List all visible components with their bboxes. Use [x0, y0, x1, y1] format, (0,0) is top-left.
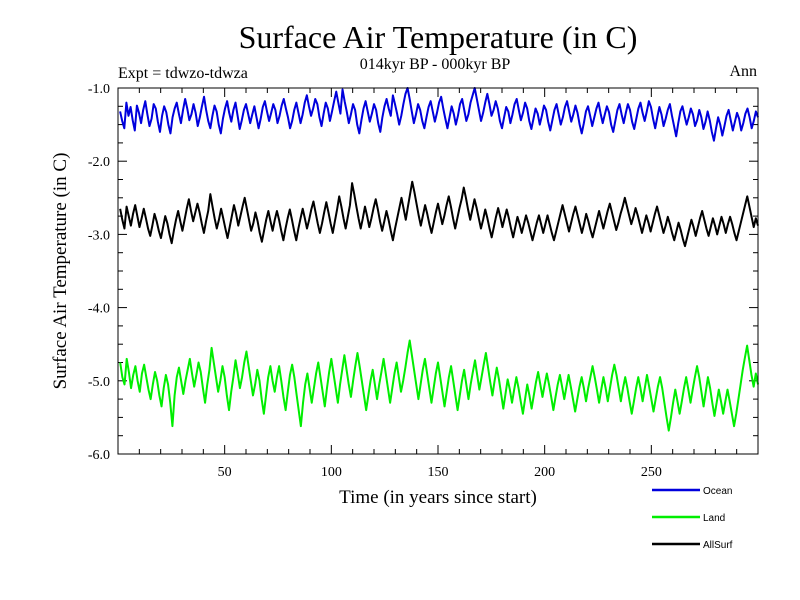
legend-label-land: Land: [703, 513, 725, 524]
y-tick-label: -2.0: [88, 155, 110, 170]
y-tick-label: -6.0: [88, 448, 110, 463]
legend: Ocean Land AllSurf: [652, 486, 733, 551]
series-layer: [119, 87, 759, 432]
x-axis-ticks: 50 100 150 200 250: [138, 88, 738, 480]
y-tick-label: -1.0: [88, 82, 110, 97]
series-line-land: [119, 339, 759, 432]
x-tick-label: 150: [428, 465, 449, 480]
y-tick-label: -5.0: [88, 375, 110, 390]
series-line-ocean: [119, 87, 759, 142]
y-tick-label: -3.0: [88, 228, 110, 243]
plot-frame: [117, 87, 759, 455]
chart-title: Surface Air Temperature (in C): [239, 19, 638, 55]
y-tick-label: -4.0: [88, 302, 110, 317]
experiment-label: Expt = tdwzo-tdwza: [118, 65, 248, 82]
chart-subtitle: 014kyr BP - 000kyr BP: [360, 56, 511, 73]
y-axis-label: Surface Air Temperature (in C): [50, 153, 71, 390]
legend-label-ocean: Ocean: [703, 486, 732, 497]
x-tick-label: 100: [321, 465, 342, 480]
legend-label-allsurf: AllSurf: [703, 540, 733, 551]
x-tick-label: 50: [218, 465, 232, 480]
x-tick-label: 200: [534, 465, 555, 480]
x-tick-label: 250: [641, 465, 662, 480]
x-axis-label: Time (in years since start): [339, 487, 537, 508]
y-axis-ticks: -1.0 -2.0 -3.0 -4.0 -5.0 -6.0: [88, 82, 758, 463]
season-label: Ann: [729, 63, 757, 80]
series-line-allsurf: [119, 180, 759, 248]
